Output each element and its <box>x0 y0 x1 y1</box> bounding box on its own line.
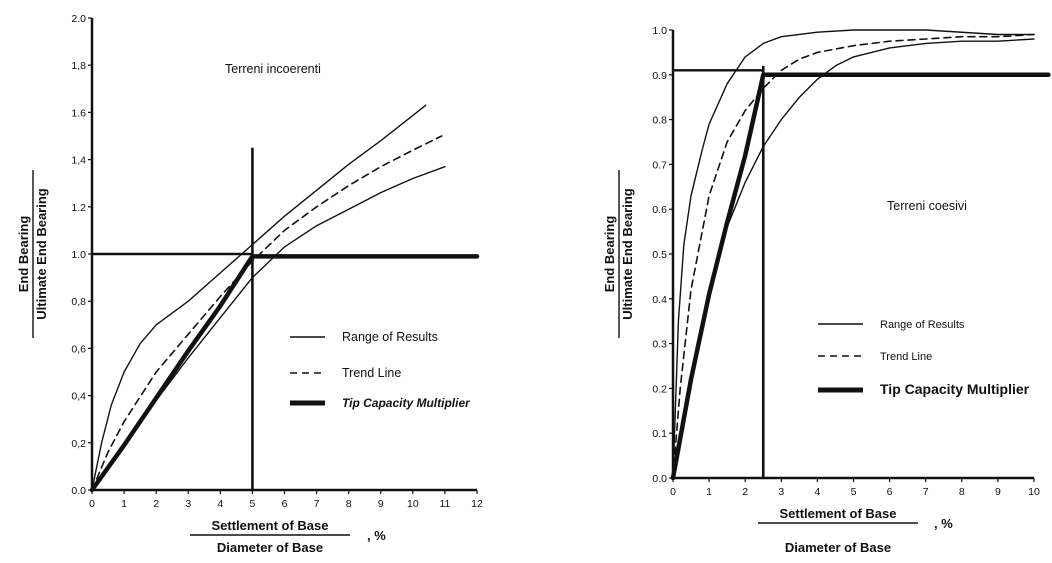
y-tick-label: 1,4 <box>71 155 86 167</box>
legend-label-3: Tip Capacity Multiplier <box>342 396 471 410</box>
series-range-line <box>91 104 427 491</box>
y-axis-label-bottom: Ultimate End Bearing <box>34 188 49 320</box>
legend-label-2: Trend Line <box>880 351 932 363</box>
x-tick-label: 10 <box>407 498 419 510</box>
series-tip-capacity-line <box>670 72 1051 481</box>
y-tick-label: 0.2 <box>652 383 667 395</box>
x-tick-label: 11 <box>439 498 450 510</box>
x-tick-label: 8 <box>959 486 965 498</box>
y-axis-label-top: End Bearing <box>16 216 31 293</box>
x-axis-label-top: Settlement of Base <box>779 506 896 521</box>
x-axis-label-top: Settlement of Base <box>211 518 328 533</box>
chart-2: 0 1 2 3 4 5 6 7 8 9 10 0.0 0.1 0.2 0.3 0.4 0.5 0.6 0.7 0.8 0… <box>602 25 1051 555</box>
x-tick-label: 4 <box>814 486 820 498</box>
y-tick-label: 2.0 <box>71 13 86 25</box>
chart-1: 0 1 2 3 4 5 6 7 8 9 10 11 120.00,20,40,60,81.01.21,4… <box>16 13 483 555</box>
chart-annotation: Terreni coesivi <box>887 199 967 213</box>
x-axis-label-unit: , % <box>367 528 386 543</box>
x-tick-label: 7 <box>923 486 929 498</box>
x-axis-label-bottom: Diameter of Base <box>785 540 891 555</box>
x-tick-label: 1 <box>706 486 712 498</box>
x-tick-label: 12 <box>471 498 483 510</box>
x-tick-label: 0 <box>670 486 676 498</box>
y-axis-label-top: End Bearing <box>602 216 617 293</box>
y-tick-label: 0.0 <box>71 485 86 497</box>
y-tick-label: 0.9 <box>652 70 667 82</box>
y-axis-label-bottom: Ultimate End Bearing <box>620 188 635 320</box>
x-tick-label: 6 <box>282 498 288 510</box>
legend-label-2: Trend Line <box>342 366 401 380</box>
y-tick-label: 0,2 <box>71 438 86 450</box>
x-tick-label: 3 <box>778 486 784 498</box>
legend-label-1: Range of Results <box>880 319 965 331</box>
y-axis-label: End Bearing Ultimate End Bearing <box>16 170 49 338</box>
y-tick-label: 1.0 <box>71 249 86 261</box>
series-trend-line <box>91 135 443 491</box>
y-tick-label: 1.6 <box>71 107 86 119</box>
x-tick-label: 7 <box>314 498 320 510</box>
y-axis-label: End Bearing Ultimate End Bearing <box>602 170 635 338</box>
y-tick-label: 0.3 <box>652 339 667 351</box>
y-tick-label: 0.6 <box>652 204 667 216</box>
x-tick-label: 4 <box>217 498 223 510</box>
y-tick-label: 0,6 <box>71 343 86 355</box>
x-tick-label: 9 <box>995 486 1001 498</box>
series-tip-capacity-line <box>89 254 480 493</box>
y-tick-label: 1.2 <box>71 202 86 214</box>
y-tick-label: 0.7 <box>652 159 667 171</box>
y-tick-label: 0,8 <box>71 296 86 308</box>
chart-annotation: Terreni incoerenti <box>225 62 321 76</box>
x-tick-label: 5 <box>851 486 857 498</box>
x-tick-label: 10 <box>1028 486 1040 498</box>
y-tick-label: 0.5 <box>652 249 667 261</box>
series-range-line <box>672 38 1035 479</box>
legend-label-3: Tip Capacity Multiplier <box>880 381 1030 397</box>
y-tick-label: 0.0 <box>652 473 667 485</box>
y-tick-label: 0.8 <box>652 115 667 127</box>
x-tick-label: 9 <box>378 498 384 510</box>
series-range-line <box>672 29 1035 479</box>
x-axis-label-bottom: Diameter of Base <box>217 540 323 555</box>
series-range-line <box>91 165 446 491</box>
x-tick-label: 3 <box>185 498 191 510</box>
y-tick-label: 1,8 <box>71 60 86 72</box>
x-tick-label: 8 <box>346 498 352 510</box>
y-tick-label: 0.4 <box>652 294 667 306</box>
x-tick-label: 2 <box>153 498 159 510</box>
x-tick-label: 5 <box>249 498 255 510</box>
y-tick-label: 1.0 <box>652 25 667 37</box>
series-trend-line <box>672 33 1035 479</box>
x-axis-label-unit: , % <box>934 516 953 531</box>
x-tick-label: 0 <box>89 498 95 510</box>
y-tick-label: 0,4 <box>71 391 86 403</box>
y-tick-label: 0.1 <box>652 428 667 440</box>
legend-label-1: Range of Results <box>342 330 438 344</box>
x-tick-label: 1 <box>121 498 127 510</box>
x-tick-label: 2 <box>742 486 748 498</box>
x-tick-label: 6 <box>887 486 893 498</box>
